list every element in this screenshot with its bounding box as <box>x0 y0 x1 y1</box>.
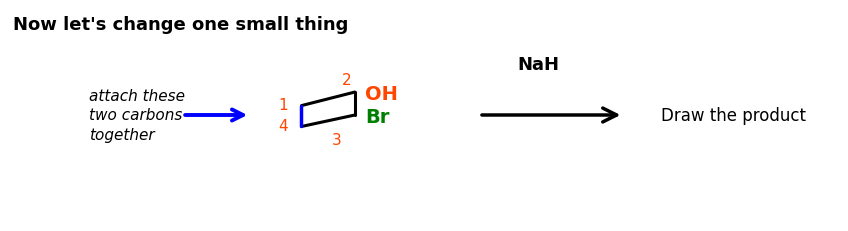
Text: NaH: NaH <box>517 56 560 74</box>
Text: Br: Br <box>365 107 389 126</box>
Text: Draw the product: Draw the product <box>661 106 806 125</box>
Text: 2: 2 <box>342 73 351 88</box>
Text: 1: 1 <box>278 97 288 112</box>
Text: 4: 4 <box>278 118 288 133</box>
Text: OH: OH <box>365 84 398 103</box>
Text: 3: 3 <box>332 132 342 147</box>
Text: attach these
two carbons
together: attach these two carbons together <box>89 88 185 143</box>
Text: Now let's change one small thing: Now let's change one small thing <box>13 16 348 34</box>
